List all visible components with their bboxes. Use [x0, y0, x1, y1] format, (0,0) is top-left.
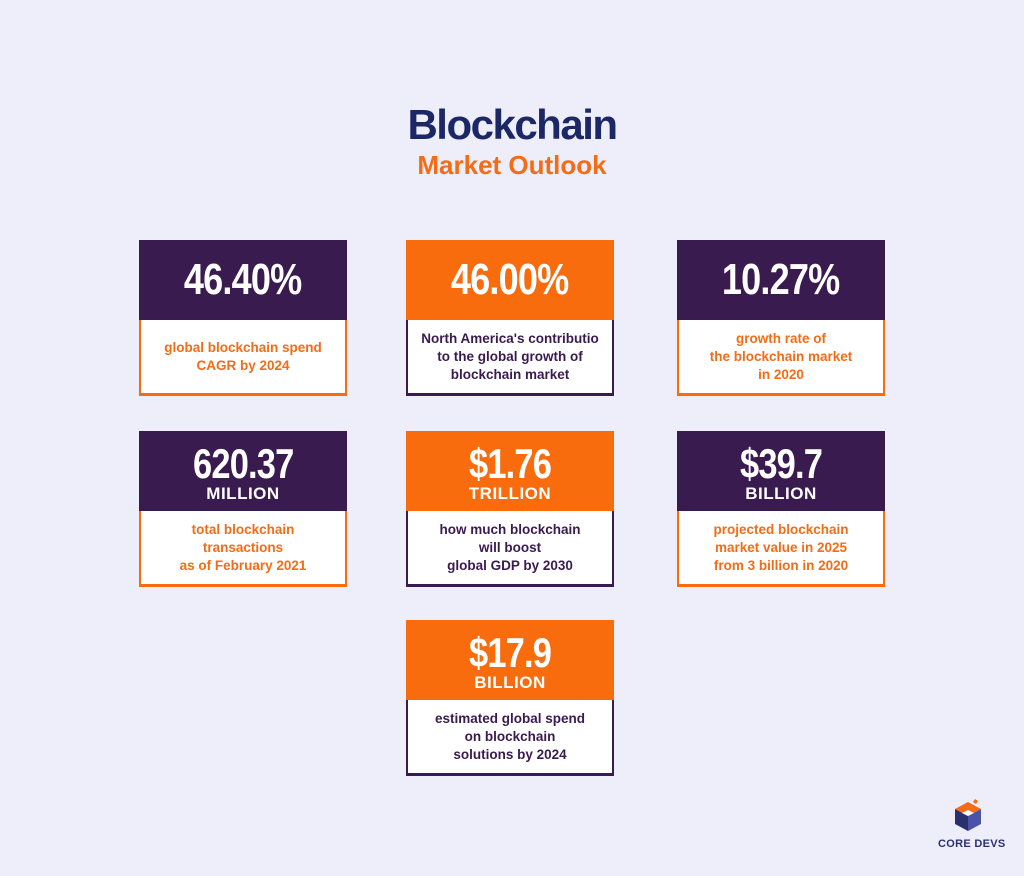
stat-card-header: 46.00% — [406, 240, 614, 320]
stat-value: 46.00% — [451, 255, 569, 304]
page-title: Blockchain — [407, 101, 618, 148]
stat-card-transactions: 620.37 MILLION total blockchain transact… — [139, 431, 347, 587]
brand-logo: CORE DEVS — [938, 798, 1006, 850]
stat-description: estimated global spend on blockchain sol… — [434, 710, 586, 762]
stat-card-header: $17.9 BILLION — [406, 620, 614, 700]
stat-card-global-spend: $17.9 BILLION estimated global spend on … — [406, 620, 614, 776]
stat-value: $17.9 — [468, 629, 552, 676]
page-subtitle: Market Outlook — [417, 150, 607, 180]
stat-card-body: projected blockchain market value in 202… — [677, 511, 885, 587]
logo-text: CORE DEVS — [938, 838, 1006, 850]
core-devs-logo-icon — [955, 799, 981, 831]
stat-value: $1.76 — [468, 440, 552, 487]
stat-description: total blockchain transactions as of Febr… — [179, 521, 307, 573]
stat-card-header: 46.40% — [139, 240, 347, 320]
stat-card-body: growth rate of the blockchain market in … — [677, 320, 885, 396]
stat-unit: BILLION — [474, 673, 546, 692]
stat-card-header: $1.76 TRILLION — [406, 431, 614, 511]
stat-card-growth-rate: 10.27% growth rate of the blockchain mar… — [677, 240, 885, 396]
stat-card-gdp-boost: $1.76 TRILLION how much blockchain will … — [406, 431, 614, 587]
stat-description: growth rate of the blockchain market in … — [709, 330, 853, 382]
stat-unit: MILLION — [206, 484, 280, 503]
stat-description: global blockchain spend CAGR by 2024 — [164, 339, 322, 373]
stat-description: how much blockchain will boost global GD… — [439, 521, 581, 573]
stat-description: North America's contributio to the globa… — [421, 330, 599, 382]
stat-card-market-value: $39.7 BILLION projected blockchain marke… — [677, 431, 885, 587]
stat-card-body: North America's contributio to the globa… — [406, 320, 614, 396]
stat-card-spend-cagr: 46.40% global blockchain spend CAGR by 2… — [139, 240, 347, 396]
stat-value: 46.40% — [184, 255, 302, 304]
stat-card-header: $39.7 BILLION — [677, 431, 885, 511]
stat-card-body: total blockchain transactions as of Febr… — [139, 511, 347, 587]
stat-value: $39.7 — [739, 440, 823, 487]
stat-unit: BILLION — [745, 484, 817, 503]
stat-value: 620.37 — [192, 440, 294, 487]
stat-value: 10.27% — [722, 255, 840, 304]
stat-card-north-america: 46.00% North America's contributio to th… — [406, 240, 614, 396]
stat-card-header: 620.37 MILLION — [139, 431, 347, 511]
title-block: Blockchain Market Outlook — [0, 102, 1024, 182]
stat-unit: TRILLION — [468, 484, 552, 503]
stat-card-body: how much blockchain will boost global GD… — [406, 511, 614, 587]
stat-card-header: 10.27% — [677, 240, 885, 320]
stat-card-body: estimated global spend on blockchain sol… — [406, 700, 614, 776]
stat-card-body: global blockchain spend CAGR by 2024 — [139, 320, 347, 396]
stat-description: projected blockchain market value in 202… — [713, 521, 849, 573]
